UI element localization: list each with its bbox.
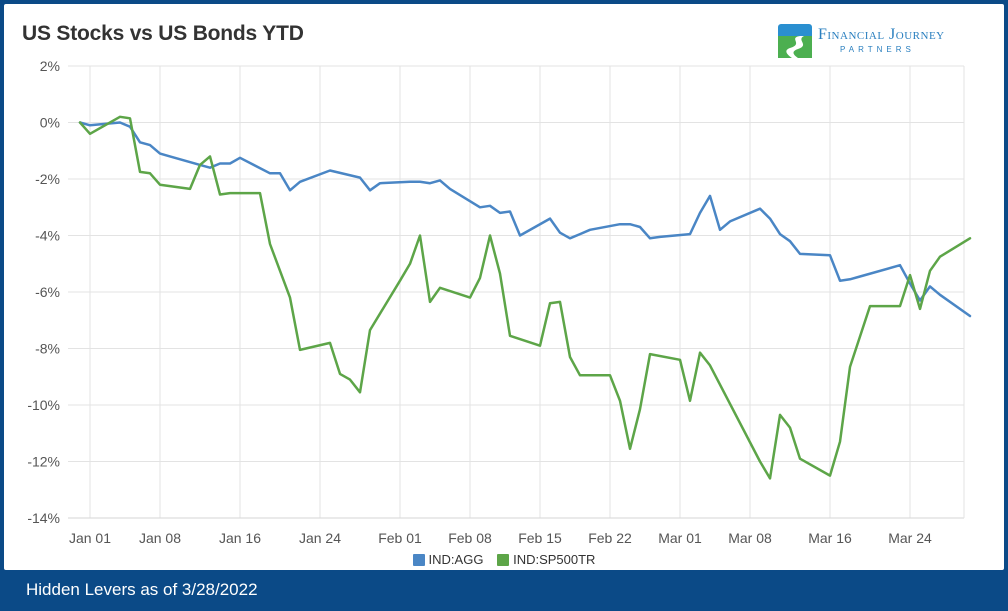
legend-item-agg[interactable]: IND:AGG (412, 552, 484, 567)
y-tick-label: 0% (40, 115, 60, 131)
chart-grid (68, 65, 965, 519)
x-tick-label: Mar 16 (808, 530, 852, 546)
legend-label-agg: IND:AGG (428, 552, 484, 567)
chart-title: US Stocks vs US Bonds YTD (22, 22, 304, 45)
company-logo: Financial Journey PARTNERS (774, 18, 984, 62)
y-tick-label: -12% (27, 454, 60, 470)
series-line-sp500tr (78, 115, 972, 480)
y-tick-label: -6% (35, 284, 60, 300)
x-tick-label: Jan 08 (139, 530, 181, 546)
x-axis-labels: Jan 01 Jan 08 Jan 16 Jan 24 Feb 01 Feb 08 Feb … (69, 530, 932, 546)
chart-legend: IND:AGG IND:SP500TR (4, 552, 1004, 567)
x-tick-label: Feb 15 (518, 530, 562, 546)
x-tick-label: Jan 01 (69, 530, 111, 546)
chart-panel: US Stocks vs US Bonds YTD Financial Jour… (4, 4, 1004, 570)
y-tick-label: -8% (35, 341, 60, 357)
road-s-logo-icon (778, 24, 812, 58)
x-tick-label: Mar 24 (888, 530, 932, 546)
legend-swatch-sp500tr (497, 554, 510, 566)
chart-series (78, 115, 972, 480)
logo-subtitle: PARTNERS (840, 45, 915, 54)
series-line-agg (78, 121, 972, 318)
x-tick-label: Mar 01 (658, 530, 702, 546)
x-tick-label: Feb 22 (588, 530, 632, 546)
footer-source-text: Hidden Levers as of 3/28/2022 (26, 580, 258, 599)
y-tick-label: 2% (40, 58, 60, 74)
y-axis-labels: 2% 0% -2% -4% -6% -8% -10% -12% -14% (27, 58, 60, 526)
x-tick-label: Feb 08 (448, 530, 492, 546)
legend-item-sp500tr[interactable]: IND:SP500TR (497, 552, 595, 567)
legend-label-sp500tr: IND:SP500TR (513, 552, 596, 567)
x-tick-label: Jan 16 (219, 530, 261, 546)
y-tick-label: -14% (27, 510, 60, 526)
y-tick-label: -4% (35, 228, 60, 244)
legend-swatch-agg (412, 554, 425, 566)
x-tick-label: Jan 24 (299, 530, 341, 546)
x-tick-label: Feb 01 (378, 530, 422, 546)
y-tick-label: -10% (27, 397, 60, 413)
line-chart: 2%0%-2%-4%-6%-8%-10%-12%-14% Jan 01 Jan 0… (27, 58, 972, 546)
y-tick-label: -2% (35, 171, 60, 187)
x-tick-label: Mar 08 (728, 530, 772, 546)
footer-bar: Hidden Levers as of 3/28/2022 (0, 570, 1008, 611)
logo-name: Financial Journey (818, 26, 945, 43)
